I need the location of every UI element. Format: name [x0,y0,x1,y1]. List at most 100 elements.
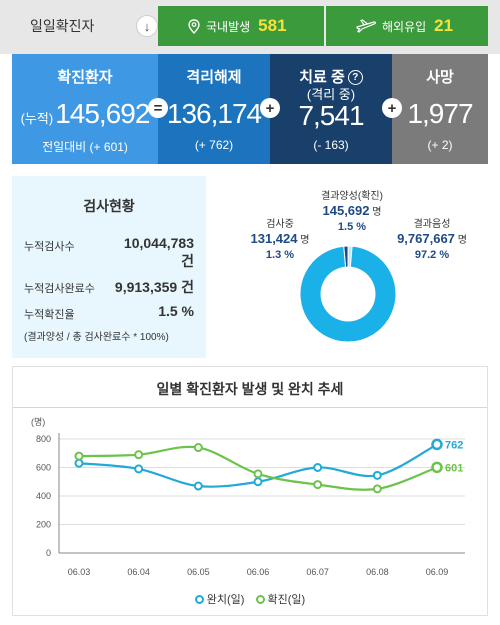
legend-label: 완치(일) [206,594,245,606]
row-label: 누적검사수 [24,241,75,253]
data-point[interactable] [74,458,84,468]
arrow-down-icon[interactable]: ↓ [136,15,158,37]
data-point[interactable] [313,480,323,490]
y-tick-label: 200 [36,520,51,530]
equals-icon: = [148,98,168,118]
y-axis-label: (명) [31,417,45,427]
row-value: 10,044,783 건 [124,235,194,271]
positive-number: 145,692 [322,203,370,218]
data-point[interactable] [431,438,443,451]
data-point[interactable] [372,484,382,494]
death-value: 1,977 [407,98,473,129]
x-tick-label: 06.04 [127,567,150,577]
x-tick-label: 06.08 [366,567,389,577]
imported-cases: 해외유입 21 [326,6,488,46]
domestic-label: 국내발생 [206,19,251,34]
testing-label-group: 검사중 131,424 명 1.3 % [234,218,326,262]
imported-label: 해외유입 [382,19,427,34]
domestic-value: 581 [258,16,287,35]
x-tick-label: 06.05 [187,567,210,577]
data-point[interactable] [193,481,203,491]
daily-trend-chart-panel: 일별 확진환자 발생 및 완치 추세 (명) 0 200 400 600 800 06.03… [12,366,488,616]
help-icon[interactable]: ? [347,70,363,85]
legend-label: 확진(일) [267,594,306,606]
treatment-subtitle: (격리 중) [306,87,356,102]
testing-label: 검사중 [266,219,294,230]
confirmed-prefix: (누적) [20,111,54,126]
y-tick-label: 800 [36,434,51,444]
x-tick-label: 06.03 [68,567,91,577]
total-tests-unit: 건 [181,253,194,269]
treatment-delta: (- 163) [313,138,349,152]
treatment-title: 치료 중 [299,69,345,86]
testing-number: 131,424 [250,231,298,246]
row-value: 9,913,359 건 [115,277,194,297]
data-point[interactable] [134,450,144,460]
negative-label-group: 결과음성 9,767,667 명 97.2 % [382,218,482,262]
completed-tests-value: 9,913,359 [114,279,178,295]
domestic-cases: 국내발생 581 [158,6,324,46]
row-label: 누적검사완료수 [24,283,95,295]
donut-slice-negative [299,245,397,343]
data-point[interactable] [134,464,144,474]
positive-label-group: 결과양성(확진) 145,692 명 1.5 % [282,190,422,234]
row-label: 누적확진율 [24,309,75,321]
plus-icon: + [260,98,280,118]
x-tick-label: 06.06 [247,567,270,577]
airplane-icon [356,19,376,33]
death-title: 사망 [426,69,454,86]
legend-marker [255,594,265,604]
total-tests-value: 10,044,783 [123,235,194,251]
testing-pct: 1.3 % [265,249,295,261]
legend-item-confirmed[interactable]: 확진(일) [255,591,306,607]
data-point[interactable] [74,451,84,461]
data-point[interactable] [431,461,443,474]
x-tick-label: 06.09 [426,567,449,577]
confirmed-value: 145,692 [55,98,150,129]
released-box: 격리해제 136,174 (+ 762) [158,54,270,164]
data-point[interactable] [253,477,263,487]
daily-cases-bar: 일일확진자 ↓ 국내발생 581 해외유입 21 [0,0,500,54]
data-point[interactable] [253,469,263,479]
daily-trend-chart: (명) 0 200 400 600 800 06.03 06.04 06.05 06.06 06.0… [31,417,465,577]
negative-pct: 97.2 % [414,249,450,261]
positive-label: 결과양성(확진) [321,191,383,202]
end-value-label: 762 [445,439,463,451]
row-value: 1.5 % [158,303,194,319]
legend-marker [194,594,204,604]
map-pin-icon [188,18,200,34]
test-title: 검사현황 [83,198,135,214]
positive-pct: 1.5 % [337,221,367,233]
test-summary: 검사현황 누적검사수 10,044,783 건 누적검사완료수 9,913,359… [12,176,206,358]
rate-formula-note: (결과양성 / 총 검사완료수 * 100%) [24,332,169,343]
testing-unit: 명 [300,235,310,246]
negative-number: 9,767,667 [397,231,455,246]
death-delta: (+ 2) [427,138,453,152]
data-point[interactable] [313,463,323,472]
positive-unit: 명 [372,207,382,218]
negative-unit: 명 [457,235,467,246]
summary-stats: 확진환자 (누적)145,692 전일대비 (+ 601) 격리해제 136,1… [12,54,488,164]
confirmed-delta: 전일대비 (+ 601) [42,140,128,154]
legend-item-recovered[interactable]: 완치(일) [194,591,245,607]
end-value-label: 601 [445,462,463,474]
y-tick-label: 0 [46,548,51,558]
imported-value: 21 [434,16,454,35]
negative-label: 결과음성 [413,219,451,230]
released-value: 136,174 [166,98,262,129]
y-tick-label: 400 [36,491,51,501]
y-tick-label: 600 [36,463,51,473]
divider [13,407,487,408]
confirmed-box: 확진환자 (누적)145,692 전일대비 (+ 601) [12,54,158,164]
chart-legend: 완치(일) 확진(일) [13,591,487,607]
treatment-box: 치료 중? (격리 중) 7,541 (- 163) [270,54,392,164]
chart-title: 일별 확진환자 발생 및 완치 추세 [156,381,344,397]
data-point[interactable] [193,443,203,453]
plus-icon: + [382,98,402,118]
test-status-panel: 검사현황 누적검사수 10,044,783 건 누적검사완료수 9,913,359… [12,176,488,358]
x-tick-label: 06.07 [306,567,329,577]
test-result-donut [299,245,397,343]
data-point[interactable] [372,470,382,480]
daily-cases-toggle[interactable]: 일일확진자 ↓ [12,6,162,46]
treatment-value: 7,541 [298,100,364,131]
